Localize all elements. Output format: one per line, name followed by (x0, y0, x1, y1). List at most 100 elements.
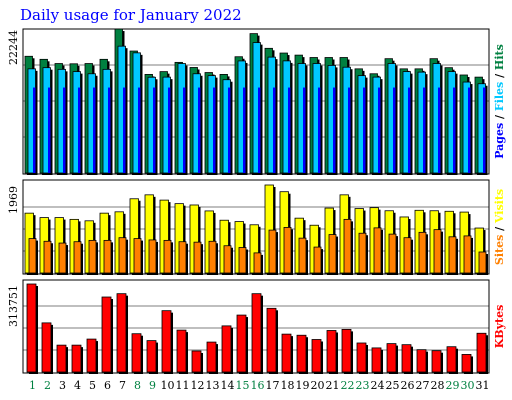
bar-pages (333, 87, 336, 173)
x-tick-label: 15 (236, 379, 250, 392)
bar-kbytes (296, 334, 307, 373)
bar-sites (283, 227, 292, 274)
legend-item-sites: Sites (493, 235, 506, 265)
bar-kbytes (56, 344, 67, 373)
bar-pages (438, 87, 441, 173)
bar-kbytes (41, 322, 52, 373)
bar-kbytes (386, 343, 397, 373)
bar-kbytes (341, 328, 352, 373)
bar-sites (313, 246, 322, 274)
bar-sites (433, 229, 442, 274)
bar-kbytes (476, 332, 487, 373)
legend-separator: / (493, 111, 506, 123)
bar-kbytes (101, 296, 112, 373)
bar-kbytes (146, 340, 157, 373)
chart-title: Daily usage for January 2022 (20, 6, 242, 24)
x-tick-label: 9 (149, 379, 156, 392)
x-tick-label: 26 (401, 379, 415, 392)
bar-kbytes (281, 333, 292, 373)
x-tick-label: 19 (296, 379, 310, 392)
bar-kbytes (401, 344, 412, 373)
x-tick-label: 25 (386, 379, 400, 392)
bar-sites (193, 241, 202, 274)
bar-sites (58, 242, 67, 274)
bar-pages (138, 87, 141, 173)
bar-sites (223, 245, 232, 274)
panel-top: 22244 (7, 28, 490, 176)
bar-sites (148, 239, 157, 274)
bar-kbytes (416, 349, 427, 373)
bar-sites (358, 232, 367, 274)
legend-separator: / (493, 223, 506, 235)
legend-item-pages: Pages (493, 123, 506, 159)
x-tick-label: 21 (326, 379, 340, 392)
bar-kbytes (431, 350, 442, 373)
bar-sites (448, 236, 457, 274)
x-tick-label: 5 (89, 379, 96, 392)
bar-pages (183, 87, 186, 173)
bar-kbytes (461, 354, 472, 373)
x-tick-label: 4 (74, 379, 81, 392)
x-tick-label: 27 (416, 379, 430, 392)
bar-sites (373, 227, 382, 274)
x-tick-label: 11 (176, 379, 190, 392)
bar-pages (78, 87, 81, 173)
bar-pages (378, 87, 381, 173)
legend-top: Pages / Files / Hits (493, 44, 506, 159)
bar-sites (388, 233, 397, 274)
bar-sites (268, 229, 277, 274)
bar-pages (423, 87, 426, 173)
bar-sites (163, 239, 172, 274)
x-tick-label: 6 (104, 379, 111, 392)
bar-pages (198, 87, 201, 173)
bar-pages (393, 87, 396, 173)
x-tick-label: 7 (119, 379, 126, 392)
bar-pages (318, 87, 321, 173)
bar-pages (108, 87, 111, 173)
x-tick-label: 14 (221, 379, 235, 392)
bar-pages (273, 87, 276, 173)
x-tick-label: 24 (371, 379, 385, 392)
bar-pages (93, 87, 96, 173)
bar-pages (468, 87, 471, 173)
bar-sites (478, 251, 487, 274)
x-tick-label: 20 (311, 379, 325, 392)
x-tick-label: 16 (251, 379, 265, 392)
bar-pages (168, 87, 171, 173)
x-tick-label: 28 (431, 379, 445, 392)
bar-pages (363, 87, 366, 173)
bar-pages (303, 87, 306, 173)
bar-pages (483, 87, 486, 173)
panel-middle: 1969 (7, 179, 490, 275)
legend-item-kbytes: KBytes (493, 305, 506, 349)
x-tick-label: 18 (281, 379, 295, 392)
bar-sites (178, 241, 187, 274)
bar-sites (298, 237, 307, 274)
bar-kbytes (191, 350, 202, 373)
y-tick-label: 313751 (7, 285, 20, 327)
bar-pages (408, 87, 411, 173)
bar-sites (238, 247, 247, 274)
x-tick-label: 3 (59, 379, 66, 392)
bar-pages (153, 87, 156, 173)
x-tick-label: 10 (161, 379, 175, 392)
bar-kbytes (311, 339, 322, 373)
bar-kbytes (236, 314, 247, 373)
bar-sites (73, 241, 82, 274)
x-tick-label: 30 (461, 379, 475, 392)
bar-sites (343, 218, 352, 274)
x-tick-label: 8 (134, 379, 141, 392)
x-tick-label: 31 (476, 379, 490, 392)
bar-sites (43, 240, 52, 274)
bar-kbytes (131, 333, 142, 373)
panel-bottom: 313751 (7, 279, 490, 374)
bar-sites (208, 240, 217, 274)
bar-kbytes (176, 329, 187, 373)
bar-kbytes (206, 341, 217, 373)
bar-sites (463, 235, 472, 274)
x-tick-label: 22 (341, 379, 355, 392)
legend-item-hits: Hits (493, 44, 506, 70)
bar-sites (28, 238, 37, 274)
bar-kbytes (221, 325, 232, 373)
